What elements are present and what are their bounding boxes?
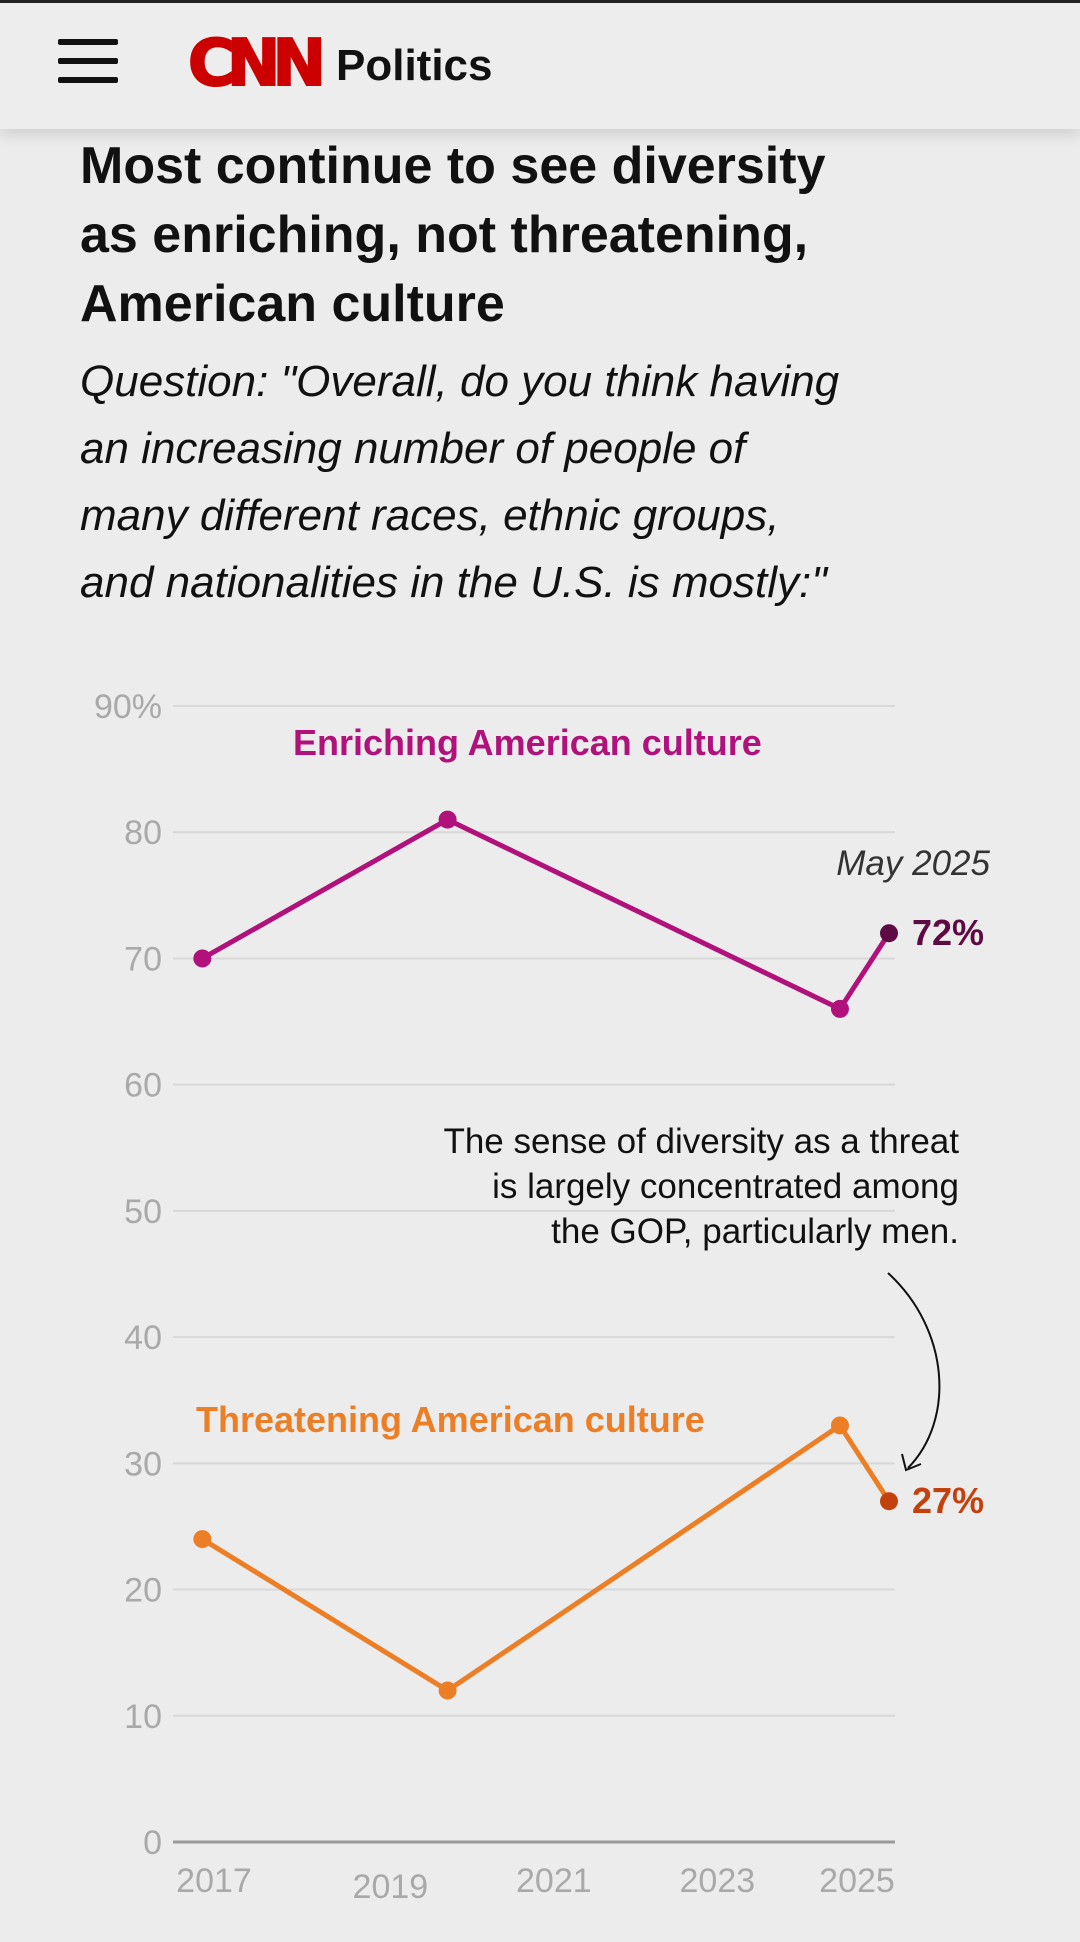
y-tick-label: 10: [124, 1698, 162, 1736]
y-tick-label: 30: [124, 1445, 162, 1483]
title-line: Most continue to see diversity: [80, 137, 826, 195]
data-point-threatening: [880, 1492, 898, 1511]
x-tick-label: 2019: [353, 1868, 429, 1906]
x-tick-label: 2023: [680, 1862, 756, 1900]
x-tick-label: 2025: [819, 1862, 895, 1900]
series-label-enriching: Enriching American culture: [293, 722, 762, 763]
y-axis-ticks: 90% 80 70 60 50 40 30 20 10 0: [94, 688, 162, 1862]
series-line-enriching: [201, 817, 892, 1012]
subtitle-line: many different races, ethnic groups,: [80, 491, 780, 540]
annotation-note-line: the GOP, particularly men.: [551, 1212, 959, 1251]
data-point-threatening: [193, 1530, 212, 1549]
annotation-arrow: [887, 1272, 941, 1469]
y-tick-label: 20: [124, 1572, 162, 1610]
x-axis-ticks: 2017 2019 2021 2023 2025: [176, 1862, 895, 1906]
y-tick-label: 70: [124, 940, 162, 978]
data-point-threatening: [830, 1416, 849, 1435]
series-line-threatening: [201, 1422, 892, 1694]
chart-title: Most continue to see diversity as enrich…: [80, 132, 980, 339]
end-value-label-enriching: 72%: [912, 912, 984, 953]
grid-lines: [173, 705, 895, 1844]
hamburger-menu-icon[interactable]: [58, 37, 118, 87]
annotation-note-line: is largely concentrated among: [492, 1167, 959, 1206]
title-line: as enriching, not threatening,: [80, 206, 809, 264]
y-tick-label: 50: [124, 1193, 162, 1231]
line-chart: 90% 80 70 60 50 40 30 20 10 0 2017 2019 2021 2023 202…: [94, 688, 991, 1906]
annotation-arrowhead-icon: [901, 1453, 922, 1472]
x-tick-label: 2021: [516, 1862, 592, 1900]
y-tick-label: 60: [124, 1067, 162, 1105]
data-point-threatening: [438, 1681, 457, 1700]
date-label: May 2025: [836, 844, 990, 883]
series-layer: 72% 27%: [193, 810, 984, 1700]
data-point-enriching: [193, 949, 212, 968]
y-tick-label: 0: [143, 1824, 162, 1862]
cnn-logo[interactable]: CNN: [187, 26, 327, 102]
data-point-enriching: [880, 924, 898, 943]
end-value-label-threatening: 27%: [912, 1480, 984, 1521]
subtitle-line: Question: "Overall, do you think having: [80, 357, 840, 406]
question-subtitle: Question: "Overall, do you think having …: [80, 348, 980, 616]
x-tick-label: 2017: [176, 1862, 252, 1900]
subtitle-line: an increasing number of people of: [80, 424, 746, 473]
data-point-enriching: [830, 999, 849, 1018]
subtitle-line: and nationalities in the U.S. is mostly:…: [80, 558, 827, 607]
series-label-threatening: Threatening American culture: [196, 1399, 705, 1440]
top-navigation-bar: CNN Politics: [0, 0, 1080, 129]
y-tick-label: 40: [124, 1319, 162, 1357]
data-point-enriching: [438, 810, 457, 829]
title-line: American culture: [80, 275, 505, 333]
y-tick-label: 90%: [94, 688, 162, 726]
annotation-note-line: The sense of diversity as a threat: [443, 1122, 959, 1161]
y-tick-label: 80: [124, 814, 162, 852]
section-label[interactable]: Politics: [336, 41, 493, 90]
